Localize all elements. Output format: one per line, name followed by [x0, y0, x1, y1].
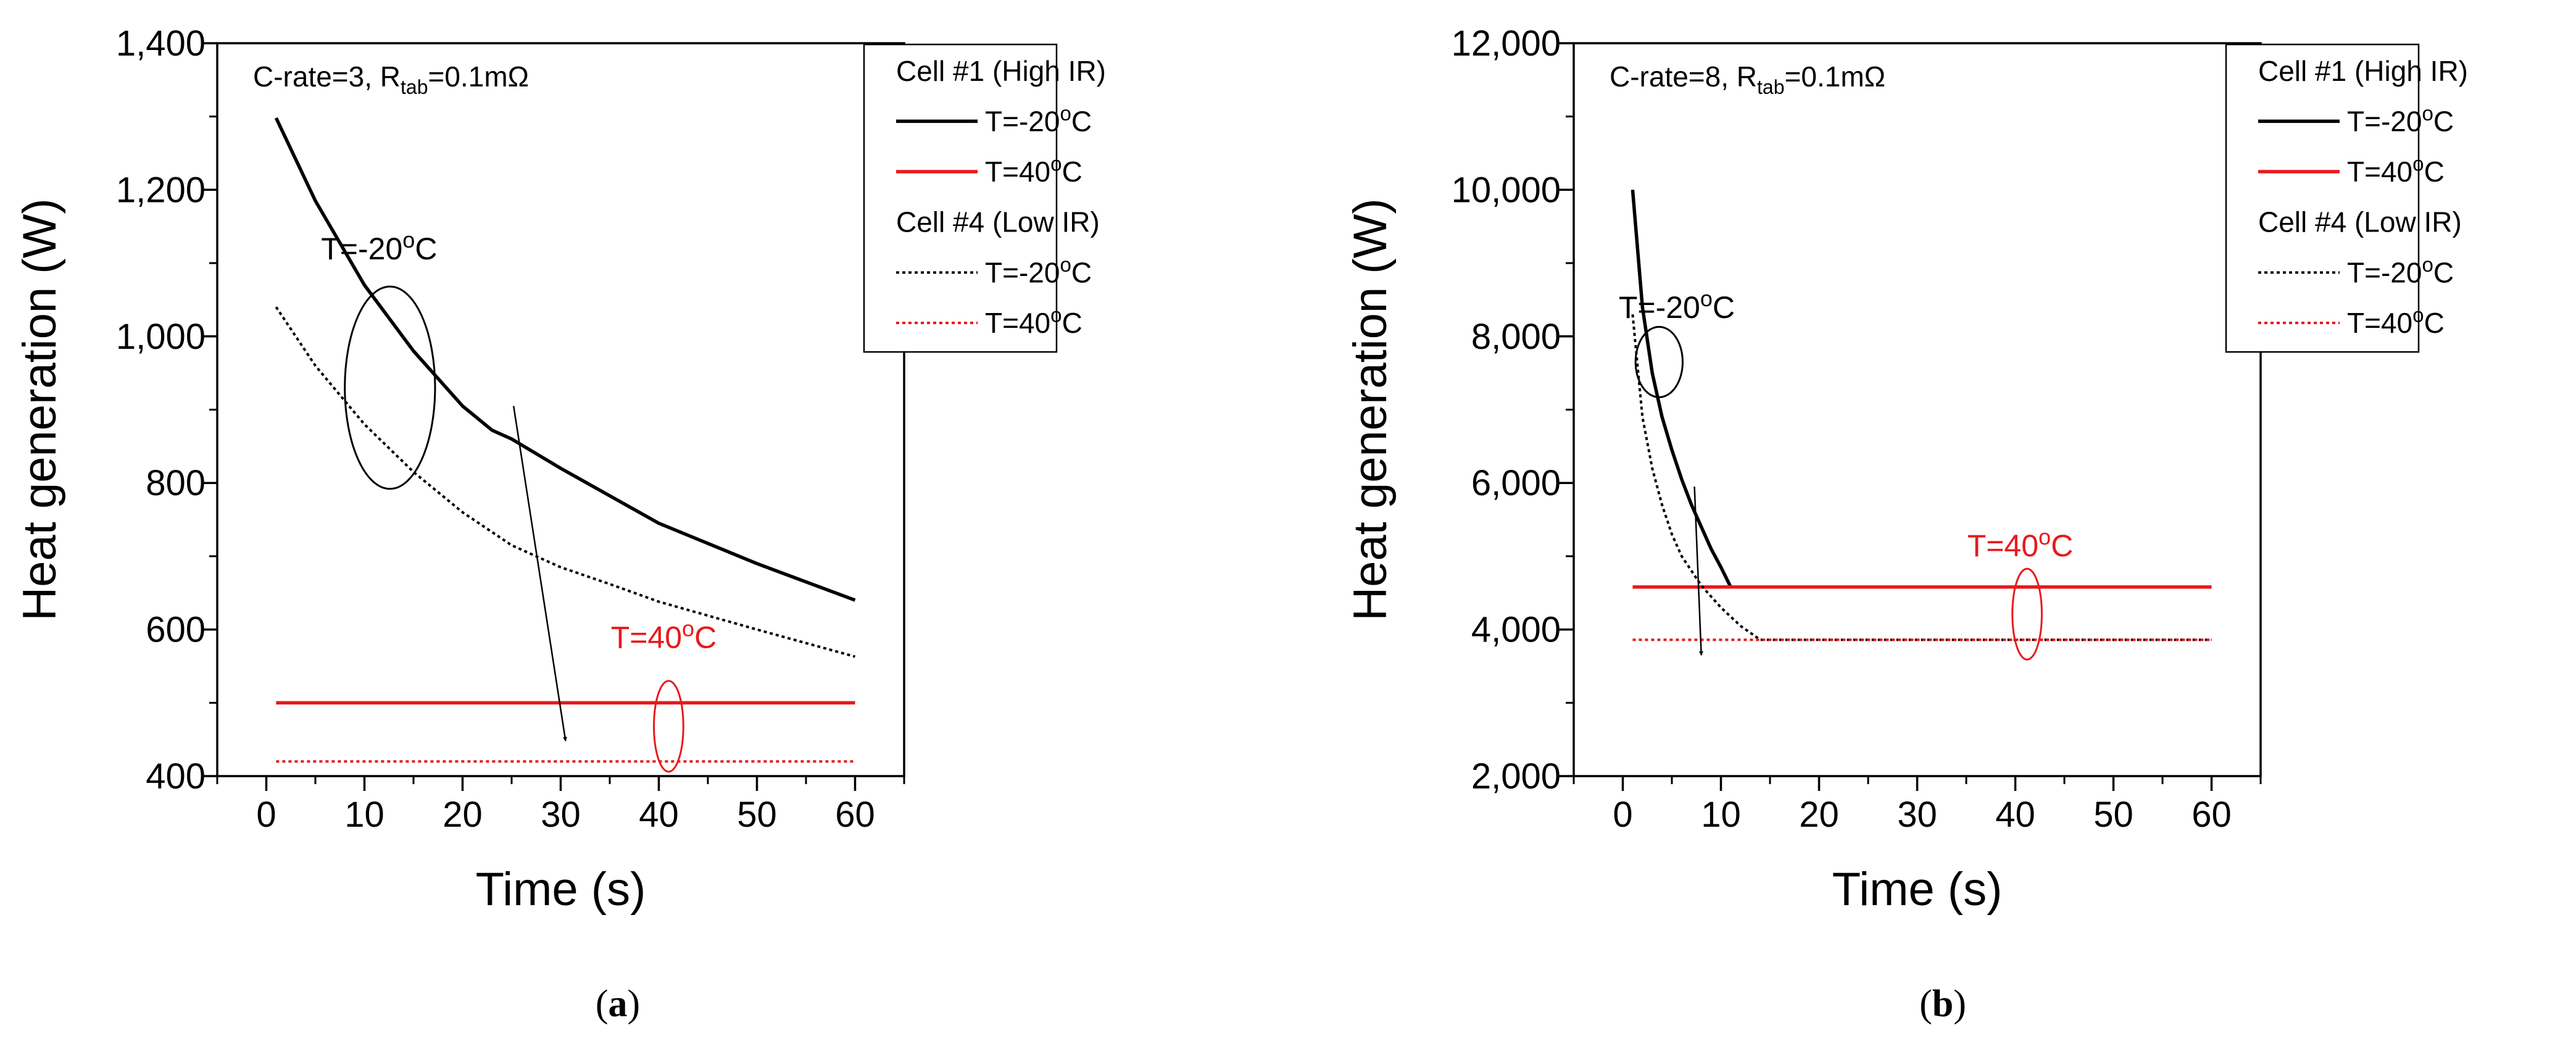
legend-entry-label: T=40oC [2347, 153, 2445, 188]
y-tick-label: 800 [146, 463, 206, 503]
x-tick-label: 60 [2192, 795, 2232, 835]
callout-ellipse [653, 680, 684, 773]
plot-frame [216, 42, 905, 777]
plot-frame [1573, 42, 2262, 777]
annotation-label: T=40oC [1967, 524, 2074, 563]
series-line-1 [274, 117, 856, 602]
x-tick-label: 40 [639, 795, 679, 835]
legend-header: Cell #4 (Low IR) [896, 206, 1100, 238]
callout-ellipse [2011, 567, 2043, 661]
x-tick-label: 10 [1701, 795, 1741, 835]
x-tick-label: 30 [541, 795, 581, 835]
callout-ellipse [1634, 325, 1684, 398]
series-line-3 [1631, 314, 2212, 642]
legend-header: Cell #1 (High IR) [2258, 55, 2468, 87]
chart-panel-a: 0 10 20 30 40 50 60 400 600 800 1,000 1,200 1,400 Tim… [14, 23, 1106, 1025]
y-tick-label: 600 [146, 610, 206, 650]
x-tick-label: 10 [344, 795, 384, 835]
legend-entry-label: T=40oC [985, 153, 1082, 188]
y-axis-label: Heat generation (W) [14, 198, 66, 621]
x-tick-label: 20 [1799, 795, 1839, 835]
y-tick-label: 400 [146, 756, 206, 796]
legend-entry-label: T=40oC [2347, 304, 2445, 338]
x-tick-label: 0 [256, 795, 276, 835]
legend-box [863, 43, 1058, 353]
y-tick-label: 1,400 [116, 23, 206, 64]
trend-arrow [512, 406, 567, 742]
y-tick-label: 4,000 [1471, 610, 1561, 650]
x-tick-label: 40 [1995, 795, 2035, 835]
y-tick-label: 2,000 [1471, 756, 1561, 796]
x-tick-label: 20 [442, 795, 483, 835]
condition-label: C-rate=3, Rtab=0.1mΩ [253, 61, 529, 98]
legend-entry-label: T=-20oC [2347, 254, 2454, 288]
legend-header: Cell #4 (Low IR) [2258, 206, 2462, 238]
legend-entry-label: T=40oC [985, 304, 1082, 338]
x-axis-label: Time (s) [476, 863, 646, 916]
condition-label: C-rate=8, Rtab=0.1mΩ [1610, 61, 1885, 98]
y-tick-label: 12,000 [1452, 23, 1561, 64]
callout-ellipse [344, 285, 436, 490]
legend-entry-label: T=-20oC [2347, 102, 2454, 137]
series-line-1 [1631, 190, 2212, 589]
x-tick-label: 50 [737, 795, 777, 835]
chart-panel-b: 0 10 20 30 40 50 60 2,000 4,000 6,000 8,000 10,000 1… [1344, 23, 2468, 1025]
legend: Cell #1 (High IR) T=-20oC T=40oC Cell #4 (L… [2225, 43, 2468, 353]
x-tick-label: 30 [1897, 795, 1937, 835]
annotation-label: T=-20oC [321, 227, 437, 266]
panel-label: (a) [596, 983, 640, 1025]
legend-header: Cell #1 (High IR) [896, 55, 1106, 87]
y-axis-label: Heat generation (W) [1344, 198, 1397, 621]
y-tick-label: 10,000 [1452, 170, 1561, 210]
y-tick-label: 1,000 [116, 317, 206, 357]
legend-entry-label: T=-20oC [985, 254, 1092, 288]
x-tick-label: 0 [1613, 795, 1632, 835]
trend-arrow [1693, 487, 1703, 656]
legend: Cell #1 (High IR) T=-20oC T=40oC Cell #4 (L… [863, 43, 1106, 353]
y-tick-label: 1,200 [116, 170, 206, 210]
x-tick-label: 50 [2093, 795, 2134, 835]
series-line-3 [275, 306, 856, 658]
panel-label: (b) [1919, 983, 1966, 1025]
y-tick-label: 8,000 [1471, 317, 1561, 357]
annotation-label: T=40oC [611, 616, 717, 654]
y-tick-label: 6,000 [1471, 463, 1561, 503]
x-tick-label: 60 [835, 795, 875, 835]
legend-box [2225, 43, 2420, 353]
x-axis-label: Time (s) [1832, 863, 2003, 916]
annotation-label: T=-20oC [1619, 286, 1735, 325]
legend-entry-label: T=-20oC [985, 102, 1092, 137]
